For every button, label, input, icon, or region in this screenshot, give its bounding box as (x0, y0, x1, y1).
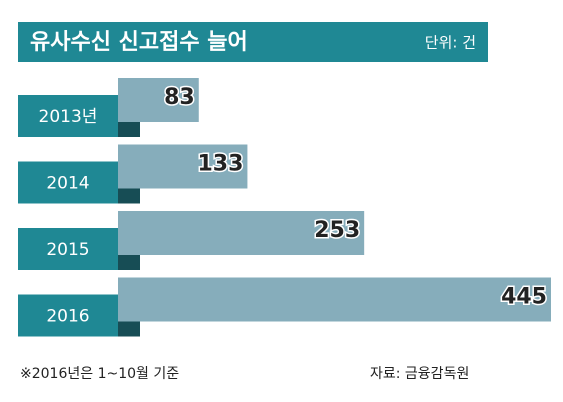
category-tab (18, 294, 118, 337)
chart-title: 유사수신 신고접수 늘어 (30, 30, 248, 55)
category-label: 2013년 (39, 107, 98, 127)
category-label: 2016 (46, 307, 89, 327)
title-banner (18, 22, 488, 62)
bar (118, 277, 551, 322)
source: 자료: 금융감독원 (370, 366, 469, 382)
bar (118, 78, 199, 122)
bar (118, 211, 365, 255)
unit-label: 단위: 건 (425, 34, 476, 52)
category-label: 2015 (46, 240, 89, 260)
label-fold (118, 122, 140, 137)
value-label: 83 (164, 85, 195, 110)
label-fold (118, 255, 140, 270)
value-label: 253 (314, 218, 360, 243)
value-label: 133 (197, 152, 243, 177)
category-tab (18, 95, 118, 137)
bar (118, 144, 248, 189)
category-tab (18, 228, 118, 270)
label-fold (118, 188, 140, 204)
value-label: 445 (501, 285, 547, 310)
label-fold (118, 321, 140, 337)
category-label: 2014 (46, 174, 89, 194)
note: ※2016년은 1~10월 기준 (20, 366, 179, 382)
category-tab (18, 161, 118, 204)
